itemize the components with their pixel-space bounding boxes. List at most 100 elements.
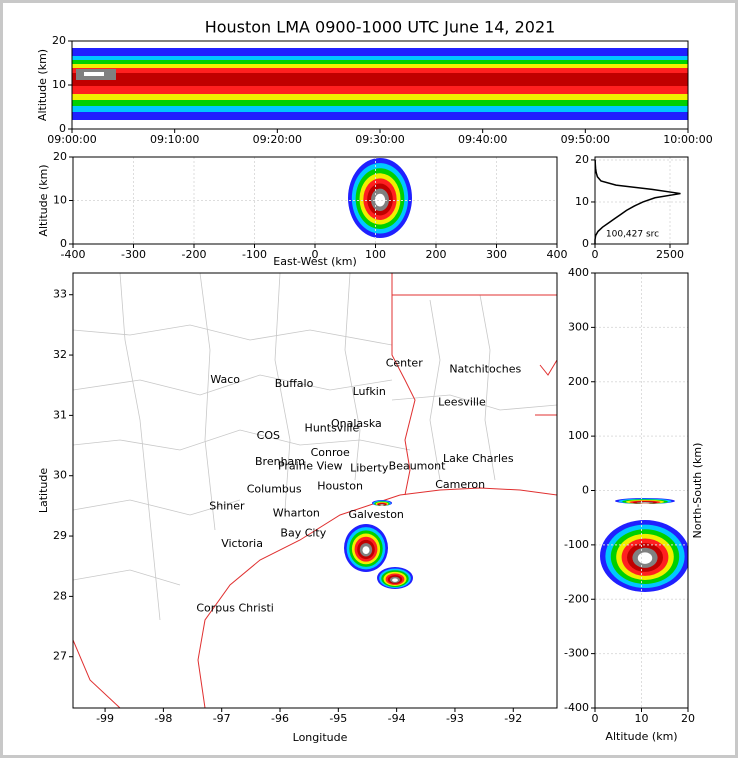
y-tick-label: 0 xyxy=(59,122,66,135)
city-label: Prairie View xyxy=(278,460,343,473)
y-tick-label: 29 xyxy=(53,529,67,542)
map-layer xyxy=(73,273,557,708)
x-tick-label: 400 xyxy=(547,248,568,261)
city-label: Bay City xyxy=(280,527,326,540)
y-tick-label: -200 xyxy=(564,592,589,605)
y-axis-label: Altitude (km) xyxy=(36,49,49,121)
city-label: Shiner xyxy=(209,499,245,512)
x-tick-label: -99 xyxy=(96,712,114,725)
profile-line xyxy=(594,159,681,244)
y-tick-label: 300 xyxy=(568,320,589,333)
y-tick-label: 0 xyxy=(582,484,589,497)
x-tick-label: 10:00:00 xyxy=(663,133,712,146)
y-tick-label: 20 xyxy=(575,153,589,166)
x-axis-label: Longitude xyxy=(293,731,348,744)
x-tick-label: 300 xyxy=(486,248,507,261)
x-tick-label: 09:50:00 xyxy=(561,133,610,146)
x-axis-label: Altitude (km) xyxy=(605,730,677,743)
x-tick-label: 10 xyxy=(635,712,649,725)
y-tick-label: -100 xyxy=(564,538,589,551)
y-tick-label: 10 xyxy=(52,78,66,91)
y-tick-label: 0 xyxy=(60,237,67,250)
city-label: COS xyxy=(257,429,280,442)
city-label: Onalaska xyxy=(331,417,382,430)
source-density xyxy=(640,502,650,504)
axes-frame xyxy=(72,156,558,245)
city-label: Corpus Christi xyxy=(196,601,273,614)
source-density xyxy=(84,72,104,76)
y-axis-label: North-South (km) xyxy=(691,443,704,539)
y-tick-label: 10 xyxy=(575,195,589,208)
x-tick-label: -94 xyxy=(388,712,406,725)
x-tick-label: -300 xyxy=(121,248,146,261)
city-label: Lake Charles xyxy=(443,452,514,465)
x-tick-label: -97 xyxy=(213,712,231,725)
x-tick-label: -95 xyxy=(329,712,347,725)
axes-frame xyxy=(72,272,558,709)
city-label: Wharton xyxy=(273,507,320,520)
x-tick-label: -92 xyxy=(504,712,522,725)
chart-title: Houston LMA 0900-1000 UTC June 14, 2021 xyxy=(205,18,556,37)
y-tick-label: 200 xyxy=(568,375,589,388)
city-label: Cameron xyxy=(435,478,485,491)
axes-frame xyxy=(71,40,689,130)
y-tick-label: 28 xyxy=(53,589,67,602)
y-tick-label: 20 xyxy=(52,34,66,47)
x-tick-label: 09:40:00 xyxy=(458,133,507,146)
city-label: Waco xyxy=(210,373,240,386)
x-tick-label: -400 xyxy=(61,248,86,261)
city-label: Houston xyxy=(317,480,363,493)
axes-frame xyxy=(594,156,689,245)
state-borders xyxy=(73,273,557,708)
y-tick-label: 10 xyxy=(53,194,67,207)
city-label: Galveston xyxy=(349,508,404,521)
x-tick-label: 0 xyxy=(592,248,599,261)
y-axis-label: Altitude (km) xyxy=(37,164,50,236)
source-density xyxy=(72,73,688,86)
y-tick-label: -400 xyxy=(564,701,589,714)
source-density xyxy=(380,504,384,506)
x-tick-label: 200 xyxy=(426,248,447,261)
city-label: Beaumont xyxy=(389,460,446,473)
city-label: Natchitoches xyxy=(449,363,521,376)
x-tick-label: -93 xyxy=(446,712,464,725)
city-label: Center xyxy=(386,356,424,369)
city-label: Conroe xyxy=(311,446,350,459)
city-label: Leesville xyxy=(438,396,486,409)
x-tick-label: -200 xyxy=(182,248,207,261)
y-tick-label: 32 xyxy=(53,348,67,361)
x-tick-label: 0 xyxy=(592,712,599,725)
y-tick-label: 27 xyxy=(53,650,67,663)
city-label: Lufkin xyxy=(353,385,386,398)
x-tick-label: -100 xyxy=(242,248,267,261)
source-density xyxy=(374,193,386,207)
density-layer xyxy=(348,158,412,238)
y-tick-label: 100 xyxy=(568,429,589,442)
x-tick-label: -96 xyxy=(271,712,289,725)
y-tick-label: 31 xyxy=(53,408,67,421)
x-tick-label: 09:00:00 xyxy=(47,133,96,146)
y-tick-label: 30 xyxy=(53,469,67,482)
x-tick-label: 2500 xyxy=(656,248,684,261)
source-density xyxy=(362,546,370,554)
y-axis-label: Latitude xyxy=(37,468,50,514)
city-label: Liberty xyxy=(350,461,389,474)
city-label: Brenham xyxy=(255,455,305,468)
density-layer xyxy=(72,48,688,120)
city-label: Columbus xyxy=(247,483,302,496)
source-density xyxy=(392,578,398,582)
y-tick-label: 400 xyxy=(568,266,589,279)
annotation: 100,427 src xyxy=(606,230,659,240)
source-density xyxy=(637,552,653,564)
y-tick-label: 20 xyxy=(53,150,67,163)
county-lines xyxy=(73,273,557,621)
x-tick-label: 09:20:00 xyxy=(253,133,302,146)
y-tick-label: 0 xyxy=(582,237,589,250)
axes-frame xyxy=(594,272,689,709)
x-tick-label: -98 xyxy=(154,712,172,725)
x-tick-label: 09:30:00 xyxy=(355,133,404,146)
x-axis-label: East-West (km) xyxy=(273,255,356,268)
y-tick-label: 33 xyxy=(53,288,67,301)
